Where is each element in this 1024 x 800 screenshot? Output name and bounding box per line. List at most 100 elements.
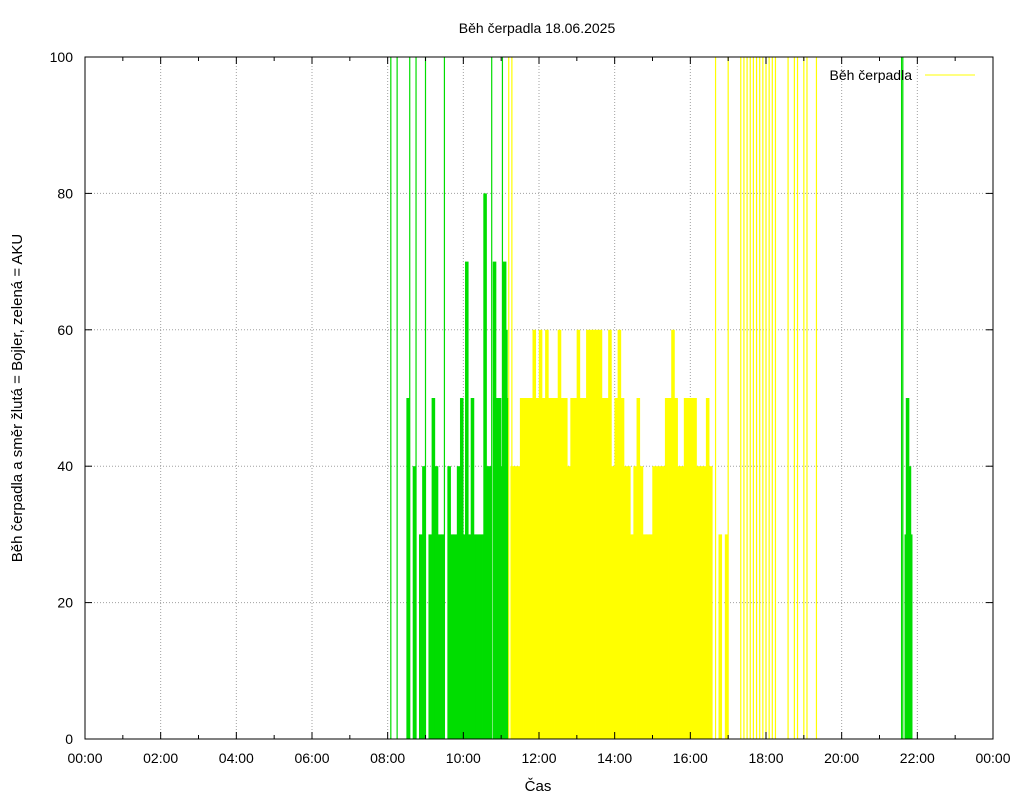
- bar: [516, 466, 521, 739]
- x-tick-label: 16:00: [673, 750, 708, 766]
- x-tick-label: 10:00: [446, 750, 481, 766]
- x-axis-title: Čas: [525, 778, 552, 795]
- bar: [472, 534, 477, 739]
- bar: [564, 398, 568, 739]
- x-tick-label: 00:00: [67, 750, 102, 766]
- bar: [495, 398, 500, 739]
- bar: [459, 398, 464, 739]
- x-tick-label: 20:00: [824, 750, 859, 766]
- x-tick-label: 12:00: [521, 750, 556, 766]
- bar: [412, 466, 417, 739]
- bar: [633, 466, 637, 739]
- x-tick-label: 18:00: [748, 750, 783, 766]
- bar: [447, 466, 451, 739]
- bar: [437, 534, 442, 739]
- x-tick-label: 00:00: [975, 750, 1010, 766]
- bar: [680, 466, 685, 739]
- bar: [661, 466, 666, 739]
- y-tick-label: 40: [57, 458, 73, 474]
- bar: [642, 534, 647, 739]
- bar: [551, 398, 555, 739]
- bar: [545, 329, 549, 739]
- legend: Běh čerpadla: [829, 67, 975, 83]
- bar: [664, 398, 669, 739]
- bar: [617, 329, 622, 739]
- bar: [466, 534, 470, 739]
- bar: [718, 534, 723, 739]
- bar: [541, 398, 546, 739]
- bar: [567, 466, 571, 739]
- bar: [649, 534, 653, 739]
- bar: [463, 534, 467, 739]
- bar: [450, 534, 455, 739]
- bar: [627, 466, 631, 739]
- bar: [560, 398, 565, 739]
- bar: [418, 534, 423, 739]
- bar: [639, 466, 644, 739]
- y-tick-label: 100: [50, 49, 74, 65]
- bar: [554, 398, 559, 739]
- bar: [406, 398, 410, 739]
- bar: [492, 261, 497, 739]
- axis-ticks: [84, 56, 994, 740]
- bar: [428, 534, 433, 739]
- bar: [668, 398, 672, 739]
- bar: [576, 329, 581, 739]
- bar: [557, 329, 562, 739]
- bar: [434, 466, 439, 739]
- bar: [686, 398, 691, 739]
- bar: [614, 398, 619, 739]
- bar: [724, 534, 729, 739]
- x-tick-label: 14:00: [597, 750, 632, 766]
- bar: [488, 466, 492, 739]
- bar: [529, 398, 533, 739]
- bar: [570, 398, 574, 739]
- bar: [595, 329, 600, 739]
- bar: [519, 398, 524, 739]
- bar: [453, 534, 458, 739]
- bar: [573, 398, 578, 739]
- bar: [478, 534, 483, 739]
- bar: [623, 466, 628, 739]
- bar: [630, 534, 634, 739]
- bar: [586, 329, 590, 739]
- bar: [608, 329, 612, 739]
- y-tick-label: 60: [57, 322, 73, 338]
- bar: [483, 193, 487, 739]
- bar: [431, 398, 436, 739]
- bar: [475, 534, 480, 739]
- bar: [702, 466, 707, 739]
- bar: [605, 398, 609, 739]
- bar: [422, 466, 426, 739]
- bar: [523, 398, 527, 739]
- bar: [465, 261, 469, 739]
- bar: [709, 466, 713, 739]
- x-tick-label: 22:00: [900, 750, 935, 766]
- bar: [470, 398, 475, 739]
- bar: [671, 329, 675, 739]
- bar: [693, 398, 697, 739]
- bar: [589, 329, 593, 739]
- bar: [636, 398, 641, 739]
- bar: [690, 398, 694, 739]
- bar: [582, 398, 587, 739]
- bar: [601, 398, 606, 739]
- y-tick-label: 20: [57, 595, 73, 611]
- bar: [699, 466, 704, 739]
- bar: [456, 466, 461, 739]
- bar: [535, 398, 540, 739]
- bar: [505, 398, 509, 739]
- legend-label: Běh čerpadla: [829, 67, 912, 83]
- bar: [683, 398, 688, 739]
- bar: [908, 534, 913, 739]
- x-tick-labels: 00:00 02:00 04:00 06:00 08:00 10:00 12:00 14:00…: [67, 750, 1010, 766]
- x-tick-label: 04:00: [219, 750, 254, 766]
- data-bars: [390, 57, 913, 739]
- bar: [611, 466, 615, 739]
- bar: [526, 398, 530, 739]
- x-tick-label: 02:00: [143, 750, 178, 766]
- bar: [538, 329, 543, 739]
- bar: [674, 398, 678, 739]
- bar: [696, 466, 700, 739]
